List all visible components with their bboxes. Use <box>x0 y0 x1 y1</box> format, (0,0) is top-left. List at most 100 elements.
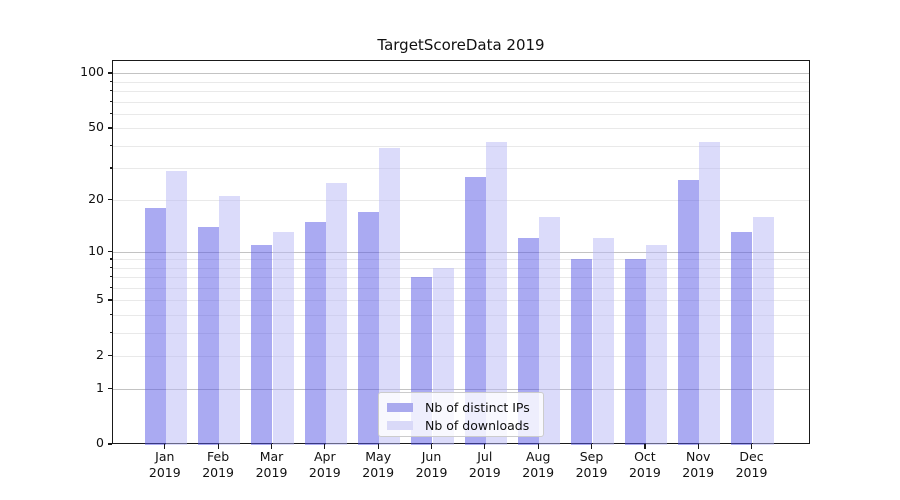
bar-sep-distinct-ips <box>571 259 593 445</box>
bar-oct-distinct-ips <box>624 259 646 445</box>
y-minor-tick-mark <box>109 266 112 269</box>
y-gridline-minor <box>113 259 809 261</box>
legend-label-distinct-ips: Nb of distinct IPs <box>425 399 530 415</box>
bar-jan-distinct-ips <box>144 207 166 445</box>
x-tick-year: 2019 <box>468 465 501 480</box>
x-tick-year: 2019 <box>628 465 661 480</box>
y-tick-label: 50 <box>88 119 104 135</box>
y-gridline-minor <box>113 101 809 103</box>
y-gridline-minor <box>113 168 809 170</box>
y-gridline-minor <box>113 199 809 201</box>
x-tick-mark <box>324 444 326 449</box>
x-tick-month: Jun <box>421 449 442 464</box>
y-tick-label: 100 <box>80 64 104 80</box>
y-gridline-major <box>113 388 809 390</box>
x-tick-mark <box>644 444 646 449</box>
legend-label-downloads: Nb of downloads <box>425 417 530 433</box>
x-tick-year: 2019 <box>255 465 288 480</box>
y-tick-label: 1 <box>96 379 104 395</box>
bar-feb-distinct-ips <box>197 226 220 445</box>
x-tick-year: 2019 <box>202 465 234 480</box>
x-tick-year: 2019 <box>362 465 395 480</box>
x-tick-label-oct: Oct 2019 <box>615 449 675 481</box>
y-gridline-minor <box>113 300 809 302</box>
bar-aug-downloads <box>539 216 561 445</box>
chart-title: TargetScoreData 2019 <box>377 36 545 54</box>
x-tick-label-may: May 2019 <box>348 449 408 481</box>
y-tick-mark <box>107 443 112 445</box>
y-minor-tick-mark <box>109 112 112 115</box>
x-tick-mark <box>164 444 166 449</box>
plot-area <box>112 60 810 445</box>
bar-nov-distinct-ips <box>677 179 700 445</box>
y-minor-tick-mark <box>109 314 112 316</box>
y-gridline-minor <box>113 267 809 269</box>
x-tick-year: 2019 <box>575 465 608 480</box>
y-minor-tick-mark <box>109 100 112 102</box>
x-tick-year: 2019 <box>682 465 715 480</box>
y-minor-tick-mark <box>109 332 112 334</box>
x-tick-mark <box>590 444 593 449</box>
x-tick-mark <box>484 444 486 449</box>
y-minor-tick-mark <box>109 198 112 200</box>
y-minor-tick-mark <box>109 167 112 169</box>
x-tick-month: Nov <box>685 449 711 464</box>
x-tick-mark <box>217 444 219 449</box>
bar-jul-downloads <box>485 142 508 445</box>
x-tick-year: 2019 <box>522 465 555 480</box>
x-tick-mark <box>697 444 699 449</box>
x-tick-label-feb: Feb 2019 <box>188 449 248 481</box>
x-tick-month: Oct <box>634 449 656 464</box>
x-tick-month: Sep <box>579 449 604 464</box>
y-gridline-major <box>113 251 809 253</box>
legend-swatch-distinct-ips <box>387 402 413 412</box>
x-tick-year: 2019 <box>148 465 181 480</box>
x-tick-year: 2019 <box>415 465 448 480</box>
y-minor-tick-mark <box>109 287 112 289</box>
y-tick-mark <box>107 72 112 74</box>
x-tick-label-sep: Sep 2019 <box>562 449 622 481</box>
bar-apr-distinct-ips <box>304 221 326 445</box>
legend-swatch-downloads <box>387 420 413 430</box>
x-tick-month: Jul <box>477 449 493 464</box>
x-tick-mark <box>750 444 753 449</box>
bar-dec-distinct-ips <box>731 232 753 445</box>
y-gridline-minor <box>113 333 809 334</box>
bar-oct-downloads <box>645 244 668 445</box>
y-minor-tick-mark <box>109 144 112 147</box>
x-tick-label-mar: Mar 2019 <box>242 449 302 481</box>
y-minor-tick-mark <box>109 80 112 83</box>
y-tick-label: 0 <box>96 435 104 451</box>
y-gridline-minor <box>113 113 809 115</box>
x-tick-year: 2019 <box>308 465 341 480</box>
y-tick-mark <box>107 387 112 389</box>
x-tick-month: Mar <box>259 449 284 464</box>
bar-may-downloads <box>379 147 401 445</box>
x-tick-mark <box>377 444 379 449</box>
y-minor-tick-mark <box>109 258 112 260</box>
bar-sep-downloads <box>592 238 614 445</box>
bar-jan-downloads <box>165 171 188 445</box>
y-gridline-minor <box>113 277 809 279</box>
x-tick-label-dec: Dec 2019 <box>722 449 782 481</box>
y-gridline-minor <box>113 91 809 93</box>
bar-feb-downloads <box>219 195 241 445</box>
bar-dec-downloads <box>752 216 774 445</box>
y-gridline-minor <box>113 315 809 316</box>
bar-mar-distinct-ips <box>251 244 273 445</box>
x-tick-mark <box>430 444 433 449</box>
bar-mar-downloads <box>272 232 294 445</box>
y-minor-tick-mark <box>109 127 112 129</box>
x-tick-year: 2019 <box>735 465 768 480</box>
bar-nov-downloads <box>699 142 721 445</box>
y-gridline-minor <box>113 128 809 130</box>
x-tick-month: Apr <box>313 449 336 464</box>
x-tick-label-nov: Nov 2019 <box>668 449 728 481</box>
bars-layer <box>113 61 809 445</box>
legend-row: Nb of downloads <box>387 416 535 434</box>
bar-apr-downloads <box>325 182 348 445</box>
y-minor-tick-mark <box>109 299 112 301</box>
bar-jul-distinct-ips <box>464 176 486 445</box>
y-minor-tick-mark <box>109 355 112 357</box>
